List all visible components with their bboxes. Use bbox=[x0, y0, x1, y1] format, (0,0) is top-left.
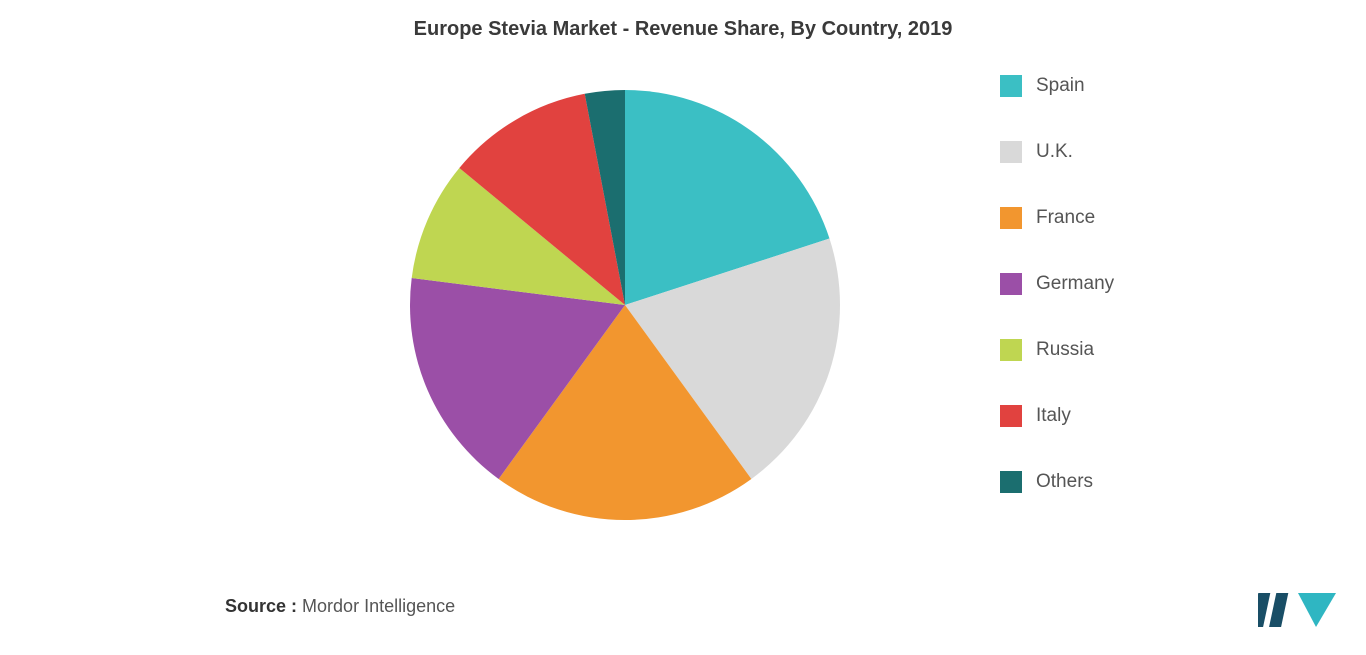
legend-item-others: Others bbox=[1000, 471, 1114, 493]
legend-swatch bbox=[1000, 339, 1022, 361]
legend: Spain U.K. France Germany Russia Italy Others bbox=[1000, 75, 1114, 493]
legend-item-italy: Italy bbox=[1000, 405, 1114, 427]
legend-label: France bbox=[1036, 207, 1095, 229]
source-label: Source : bbox=[225, 596, 297, 616]
legend-item-u-k-: U.K. bbox=[1000, 141, 1114, 163]
legend-item-france: France bbox=[1000, 207, 1114, 229]
brand-logo bbox=[1258, 585, 1338, 635]
legend-label: Others bbox=[1036, 471, 1093, 493]
legend-item-spain: Spain bbox=[1000, 75, 1114, 97]
legend-swatch bbox=[1000, 207, 1022, 229]
legend-label: Italy bbox=[1036, 405, 1071, 427]
logo-bar-2 bbox=[1269, 593, 1288, 627]
legend-label: Russia bbox=[1036, 339, 1094, 361]
legend-label: U.K. bbox=[1036, 141, 1073, 163]
source-value: Mordor Intelligence bbox=[302, 596, 455, 616]
pie-svg bbox=[410, 90, 840, 520]
source-line: Source : Mordor Intelligence bbox=[225, 596, 455, 617]
pie-chart bbox=[410, 90, 840, 520]
chart-title: Europe Stevia Market - Revenue Share, By… bbox=[0, 18, 1366, 41]
legend-swatch bbox=[1000, 75, 1022, 97]
legend-item-russia: Russia bbox=[1000, 339, 1114, 361]
legend-swatch bbox=[1000, 405, 1022, 427]
logo-bar-1 bbox=[1258, 593, 1270, 627]
legend-item-germany: Germany bbox=[1000, 273, 1114, 295]
legend-swatch bbox=[1000, 273, 1022, 295]
logo-m-icon bbox=[1258, 593, 1336, 627]
legend-swatch bbox=[1000, 471, 1022, 493]
legend-label: Spain bbox=[1036, 75, 1085, 97]
chart-container: Europe Stevia Market - Revenue Share, By… bbox=[0, 0, 1366, 655]
logo-triangle-icon bbox=[1298, 593, 1336, 627]
legend-label: Germany bbox=[1036, 273, 1114, 295]
legend-swatch bbox=[1000, 141, 1022, 163]
